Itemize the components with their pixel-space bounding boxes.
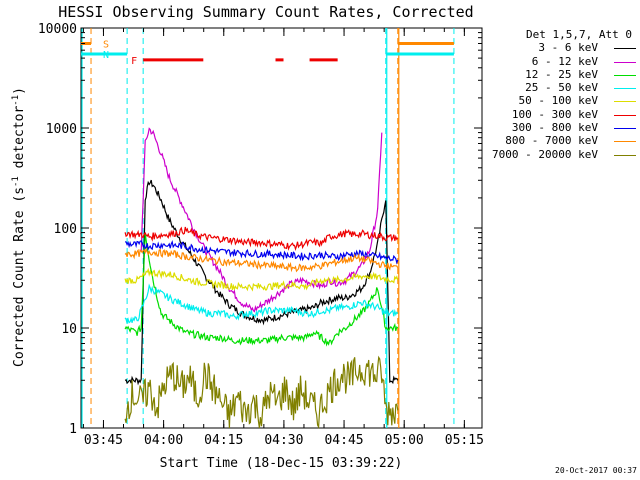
legend-swatch bbox=[614, 88, 636, 90]
x-tick-label-3: 04:30 bbox=[264, 433, 303, 448]
legend-label: 25 - 50 keV bbox=[525, 81, 598, 95]
x-tick-label-4: 04:45 bbox=[324, 433, 363, 448]
series-line-1 bbox=[140, 127, 383, 313]
legend-swatch bbox=[614, 141, 636, 143]
legend-item-5: 100 - 300 keV bbox=[486, 108, 636, 121]
legend-label: 12 - 25 keV bbox=[525, 67, 598, 81]
legend-label: 300 - 800 keV bbox=[511, 121, 598, 135]
legend-swatch bbox=[614, 128, 636, 130]
legend-item-1: 6 - 12 keV bbox=[486, 55, 636, 68]
legend-item-3: 25 - 50 keV bbox=[486, 81, 636, 94]
legend-label: 3 - 6 keV bbox=[538, 41, 598, 55]
y-axis-label-sup2: -1 bbox=[11, 95, 21, 106]
x-tick-label-0: 03:45 bbox=[84, 433, 123, 448]
series-line-6 bbox=[124, 239, 399, 265]
legend-swatch bbox=[614, 74, 636, 76]
legend-item-4: 50 - 100 keV bbox=[486, 94, 636, 107]
legend-title: Det 1,5,7, Att 0 bbox=[526, 28, 632, 41]
legend-swatch bbox=[614, 114, 636, 116]
legend-label: 50 - 100 keV bbox=[518, 94, 598, 108]
y-axis-label: Corrected Count Rate (s-1 detector-1) bbox=[11, 87, 27, 367]
flag-label-F: F bbox=[131, 56, 137, 67]
y-tick-label-1: 10 bbox=[61, 322, 77, 337]
series-line-3 bbox=[124, 283, 399, 324]
legend-swatch bbox=[614, 101, 636, 103]
y-tick-label-4: 10000 bbox=[38, 22, 77, 37]
legend: Det 1,5,7, Att 0 3 - 6 keV 6 - 12 keV 12 -… bbox=[486, 28, 636, 161]
y-axis-label-tail: detector bbox=[12, 106, 27, 177]
y-axis-label-end: ) bbox=[12, 87, 27, 95]
y-tick-label-3: 1000 bbox=[46, 122, 77, 137]
legend-swatch bbox=[614, 48, 636, 50]
x-tick-label-2: 04:15 bbox=[204, 433, 243, 448]
legend-label: 100 - 300 keV bbox=[511, 107, 598, 121]
legend-rows: 3 - 6 keV 6 - 12 keV 12 - 25 keV 25 - 50 ke… bbox=[486, 41, 636, 161]
series-line-0 bbox=[124, 179, 399, 386]
x-tick-label-1: 04:00 bbox=[144, 433, 183, 448]
y-tick-label-2: 100 bbox=[54, 222, 77, 237]
flag-label-S: S bbox=[103, 39, 109, 50]
y-axis-label-sup: -1 bbox=[11, 176, 21, 187]
legend-item-0: 3 - 6 keV bbox=[486, 41, 636, 54]
series-line-5 bbox=[124, 226, 399, 251]
x-tick-label-5: 05:00 bbox=[385, 433, 424, 448]
legend-label: 800 - 7000 keV bbox=[505, 134, 598, 148]
y-tick-label-0: 1 bbox=[69, 422, 77, 437]
series-line-7 bbox=[124, 247, 399, 273]
series-line-2 bbox=[124, 233, 399, 347]
y-axis-label-main: Corrected Count Rate (s bbox=[12, 187, 27, 367]
x-axis-label: Start Time (18-Dec-15 03:39:22) bbox=[160, 456, 403, 471]
legend-label: 7000 - 20000 keV bbox=[492, 147, 598, 161]
chart-title: HESSI Observing Summary Count Rates, Cor… bbox=[58, 3, 473, 21]
legend-item-8: 7000 - 20000 keV bbox=[486, 148, 636, 161]
legend-swatch bbox=[614, 154, 636, 156]
legend-label: 6 - 12 keV bbox=[531, 54, 598, 68]
legend-item-2: 12 - 25 keV bbox=[486, 68, 636, 81]
flag-label-N: N bbox=[103, 50, 109, 61]
plot-area: SN F 1 10 100 1000 10000 03:45 04:00 04:15 04:30 04… bbox=[38, 22, 484, 448]
timestamp: 20-Oct-2017 00:37 bbox=[555, 466, 637, 475]
legend-swatch bbox=[614, 61, 636, 63]
x-tick-label-6: 05:15 bbox=[445, 433, 484, 448]
series-line-8 bbox=[124, 355, 399, 430]
legend-item-6: 300 - 800 keV bbox=[486, 121, 636, 134]
series-line-4 bbox=[124, 267, 399, 292]
legend-item-7: 800 - 7000 keV bbox=[486, 134, 636, 147]
